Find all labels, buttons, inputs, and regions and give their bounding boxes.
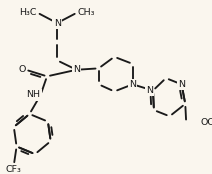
Text: NH: NH: [26, 90, 40, 100]
Text: CH₃: CH₃: [77, 8, 95, 17]
Text: N: N: [73, 65, 80, 74]
Text: N: N: [178, 80, 185, 89]
Text: H₃C: H₃C: [19, 8, 37, 17]
Text: CF₃: CF₃: [6, 165, 22, 174]
Text: N: N: [54, 19, 61, 28]
Text: N: N: [146, 86, 153, 95]
Text: OCH₃: OCH₃: [200, 118, 212, 127]
Text: O: O: [18, 65, 26, 74]
Text: N: N: [129, 80, 136, 89]
